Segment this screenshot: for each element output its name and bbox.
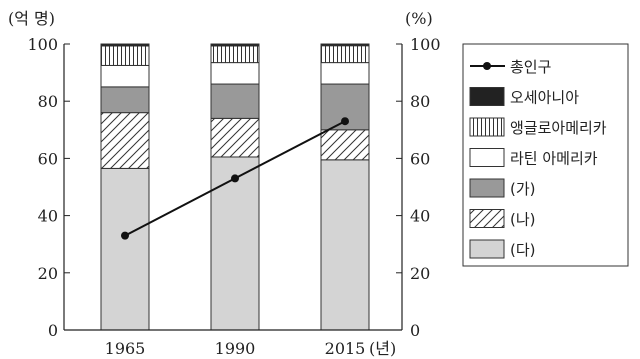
bar-segment-다-1990: [210, 156, 260, 331]
legend-label-총인구: 총인구: [510, 58, 551, 76]
legend-label-나: (나): [510, 211, 536, 229]
legend-label-라틴아메리카: 라틴 아메리카: [510, 150, 598, 168]
legend-marker-총인구: [483, 62, 491, 70]
right-tick-label: 0: [410, 321, 420, 340]
bar-segment-앵글로아메리카-1990: [210, 45, 260, 64]
line-point-2015: [341, 117, 349, 126]
x-tick-label-1990: 1990: [215, 339, 256, 358]
bar-segment-오세아니아-2015: [320, 43, 370, 47]
right-tick-label: 60: [410, 149, 430, 168]
legend-swatch-가: [469, 178, 505, 198]
bar-segment-라틴아메리카-1965: [100, 64, 150, 88]
legend-label-가: (가): [510, 180, 536, 198]
line-point-1990: [231, 174, 239, 183]
bar-segment-앵글로아메리카-2015: [320, 45, 370, 64]
left-tick-label: 20: [38, 264, 58, 283]
right-tick-label: 80: [410, 92, 430, 111]
left-tick-label: 0: [48, 321, 58, 340]
right-axis-unit-label: (%): [405, 9, 433, 28]
bar-segment-라틴아메리카-2015: [320, 62, 370, 85]
legend-swatch-나: [469, 209, 505, 228]
left-axis-unit-label: (억 명): [8, 9, 55, 28]
x-tick-label-2015: 2015: [325, 339, 366, 358]
legend-label-다: (다): [510, 241, 536, 259]
bar-segment-오세아니아-1965: [100, 43, 150, 47]
bar-segment-다-1965: [100, 167, 150, 331]
bar-segment-다-2015: [320, 159, 370, 331]
legend-swatch-앵글로아메리카: [469, 117, 505, 137]
left-tick-label: 40: [38, 207, 58, 226]
right-tick-label: 40: [410, 207, 430, 226]
bar-segment-나-2015: [320, 129, 370, 161]
right-tick-label: 20: [410, 264, 430, 283]
legend-label-오세아니아: 오세아니아: [510, 89, 579, 107]
legend-swatch-오세아니아: [469, 87, 505, 106]
left-tick-label: 60: [38, 149, 58, 168]
line-layer: [121, 117, 349, 240]
legend-swatch-라틴아메리카: [469, 148, 505, 167]
right-tick-label: 100: [410, 35, 441, 54]
legend-label-앵글로아메리카: 앵글로아메리카: [510, 119, 607, 137]
bar-segment-가-1965: [100, 86, 150, 114]
line-point-1965: [121, 231, 129, 240]
bar-segment-가-1990: [210, 83, 260, 119]
left-tick-label: 80: [38, 92, 58, 111]
bar-segment-앵글로아메리카-1965: [100, 45, 150, 66]
bar-segment-오세아니아-1990: [210, 43, 260, 47]
legend-swatch-다: [469, 239, 505, 259]
bar-segment-나-1965: [100, 112, 150, 169]
x-axis-unit-label: (년): [369, 339, 396, 358]
x-tick-label-1965: 1965: [105, 339, 146, 358]
bar-segment-라틴아메리카-1990: [210, 62, 260, 85]
bar-segment-나-1990: [210, 117, 260, 158]
left-tick-label: 100: [27, 35, 58, 54]
axes-layer: 0 20 40 60 80 100 0 20 40 60 80 100 1965 1990 2015 (년): [27, 35, 440, 358]
bar-layer: [100, 43, 370, 331]
